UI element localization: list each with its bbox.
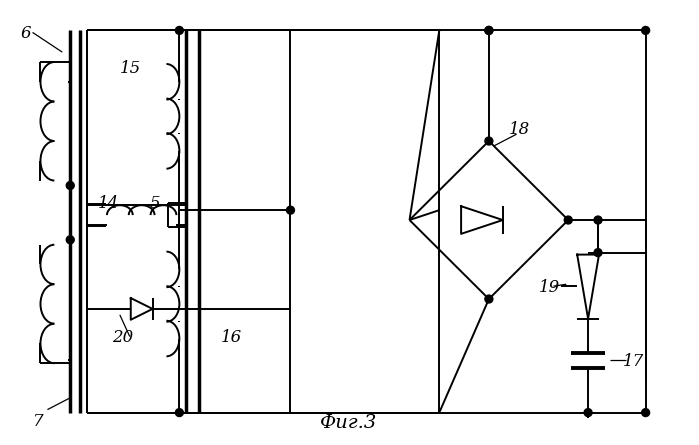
Text: 17: 17 xyxy=(623,353,644,370)
Text: 6: 6 xyxy=(21,24,31,41)
Circle shape xyxy=(594,249,602,257)
Text: 20: 20 xyxy=(112,329,133,346)
Text: 14: 14 xyxy=(98,195,120,212)
Text: 5: 5 xyxy=(150,195,160,212)
Text: 19: 19 xyxy=(538,279,560,296)
Text: Фиг.3: Фиг.3 xyxy=(320,414,377,433)
Circle shape xyxy=(485,27,493,34)
Circle shape xyxy=(485,137,493,145)
Circle shape xyxy=(287,206,294,214)
Circle shape xyxy=(66,182,74,190)
Circle shape xyxy=(584,409,592,417)
Circle shape xyxy=(175,409,183,417)
Circle shape xyxy=(594,216,602,224)
Text: 7: 7 xyxy=(33,413,43,429)
Circle shape xyxy=(485,27,493,34)
Circle shape xyxy=(66,236,74,244)
Circle shape xyxy=(642,27,649,34)
Circle shape xyxy=(485,295,493,303)
Circle shape xyxy=(564,216,572,224)
Text: 16: 16 xyxy=(221,329,243,346)
Circle shape xyxy=(642,409,649,417)
Text: 15: 15 xyxy=(120,60,141,77)
Text: 18: 18 xyxy=(509,121,530,138)
Circle shape xyxy=(175,27,183,34)
